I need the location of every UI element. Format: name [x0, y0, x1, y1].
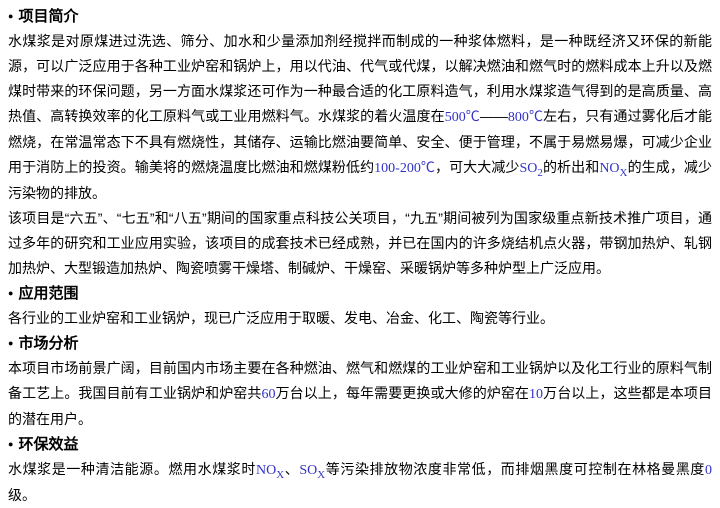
text-segment: NO [255, 463, 277, 478]
section-heading: ● 市场分析 [8, 331, 712, 356]
paragraph: 本项目市场前景广阔，目前国内市场主要在各种燃油、燃气和燃煤的工业炉窑和工业锅炉以… [8, 356, 712, 432]
subscript-text: X [276, 468, 285, 481]
text-segment: 该项目是“六五”、“七五”和“八五”期间的国家重点科技公关项目，“九五”期间被列… [8, 210, 712, 276]
section-heading-text: 应用范围 [18, 285, 79, 302]
text-segment: 水煤浆是对原煤进过洗选、筛分、加水和少量添加剂经搅拌而制成的一种浆体燃料，是一种… [8, 33, 712, 124]
bullet-icon: ● [8, 338, 14, 348]
text-segment: 各行业的工业炉窑和工业锅炉，现已广泛应用于取暖、发电、冶金、化工、陶瓷等行业。 [8, 310, 554, 326]
subscript-text: X [317, 468, 326, 481]
text-segment: 水煤浆是一种清洁能源。燃用水煤浆时 [8, 461, 256, 477]
section-heading-text: 项目简介 [18, 8, 79, 25]
paragraph: 水煤浆是一种清洁能源。燃用水煤浆时NOX、SOX等污染排放物浓度非常低，而排烟黑… [8, 457, 712, 508]
text-segment: —— [479, 108, 508, 124]
section-heading-text: 市场分析 [18, 335, 79, 352]
text-segment: 的生成，减少污染物的排放。 [8, 159, 712, 201]
paragraph: 该项目是“六五”、“七五”和“八五”期间的国家重点科技公关项目，“九五”期间被列… [8, 206, 712, 281]
paragraph: 各行业的工业炉窑和工业锅炉，现已广泛应用于取暖、发电、冶金、化工、陶瓷等行业。 [8, 306, 712, 331]
section-heading-text: 环保效益 [18, 436, 79, 453]
text-segment: 的析出和 [542, 159, 600, 175]
section: ● 项目简介 水煤浆是对原煤进过洗选、筛分、加水和少量添加剂经搅拌而制成的一种浆体… [8, 4, 712, 281]
text-segment: 、 [284, 461, 300, 477]
paragraph: 水煤浆是对原煤进过洗选、筛分、加水和少量添加剂经搅拌而制成的一种浆体燃料，是一种… [8, 29, 712, 206]
bullet-icon: ● [8, 439, 14, 449]
text-segment: 本项目市场前景广阔，目前国内市场主要在各种燃油、燃气和燃煤的工业炉窑和工业锅炉以… [8, 360, 712, 401]
text-segment: 800℃ [507, 110, 544, 125]
text-segment: SO [299, 463, 318, 478]
text-segment: 10 [529, 387, 544, 402]
text-segment: 级。 [8, 487, 36, 503]
text-segment: 0 [705, 463, 713, 478]
text-segment: 等污染排放物浓度非常低，而排烟黑度可控制在林格曼黑度 [325, 461, 706, 477]
text-segment: NO [599, 161, 620, 176]
bullet-icon: ● [8, 288, 14, 298]
text-segment: 500℃ [444, 110, 480, 125]
text-segment: 万台以上，这些都是本项目的潜在用户。 [8, 385, 713, 427]
text-segment: 60 [261, 387, 276, 402]
section-heading: ● 环保效益 [8, 432, 712, 457]
subscript-text: 2 [537, 166, 543, 179]
text-segment: ，可大大减少 [434, 159, 520, 175]
section: ● 应用范围 各行业的工业炉窑和工业锅炉，现已广泛应用于取暖、发电、冶金、化工、陶… [8, 281, 712, 331]
section: ● 市场分析 本项目市场前景广阔，目前国内市场主要在各种燃油、燃气和燃煤的工业炉窑… [8, 331, 712, 432]
text-segment: 左右，只有通过雾化后才能燃烧，在常温常态下不具有燃烧性，其储存、运输比燃油要简单… [8, 108, 713, 175]
text-segment: SO [519, 161, 538, 176]
text-segment: 万台以上，每年需要更换或大修的炉窑在 [275, 385, 530, 401]
section: ● 环保效益 水煤浆是一种清洁能源。燃用水煤浆时NOX、SOX等污染排放物浓度非常… [8, 432, 712, 508]
text-segment: 100-200℃ [374, 161, 435, 176]
subscript-text: X [619, 166, 628, 179]
bullet-icon: ● [8, 11, 14, 21]
section-heading: ● 项目简介 [8, 4, 712, 29]
section-heading: ● 应用范围 [8, 281, 712, 306]
